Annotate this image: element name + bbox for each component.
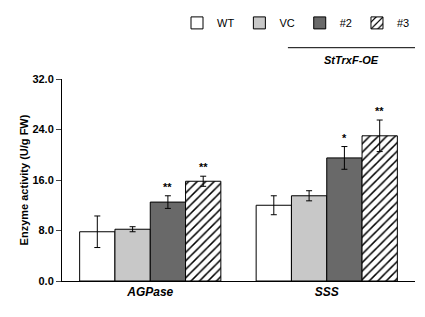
svg-text:16.0: 16.0 <box>32 174 53 186</box>
svg-text:Enzyme activity (U/g FW): Enzyme activity (U/g FW) <box>18 114 30 245</box>
svg-text:AGPase: AGPase <box>126 285 173 299</box>
svg-text:**: ** <box>199 161 208 173</box>
svg-text:VC: VC <box>279 17 294 29</box>
svg-text:#2: #2 <box>340 17 352 29</box>
svg-text:SSS: SSS <box>315 285 339 299</box>
svg-text:*: * <box>342 132 347 144</box>
svg-text:**: ** <box>375 105 384 117</box>
svg-text:StTrxF-OE: StTrxF-OE <box>324 54 379 66</box>
svg-text:#3: #3 <box>397 17 409 29</box>
svg-text:24.0: 24.0 <box>32 123 53 135</box>
svg-text:32.0: 32.0 <box>32 73 53 85</box>
svg-text:8.0: 8.0 <box>39 224 54 236</box>
svg-text:0.0: 0.0 <box>39 275 54 287</box>
svg-text:**: ** <box>163 181 172 193</box>
svg-text:WT: WT <box>217 17 234 29</box>
